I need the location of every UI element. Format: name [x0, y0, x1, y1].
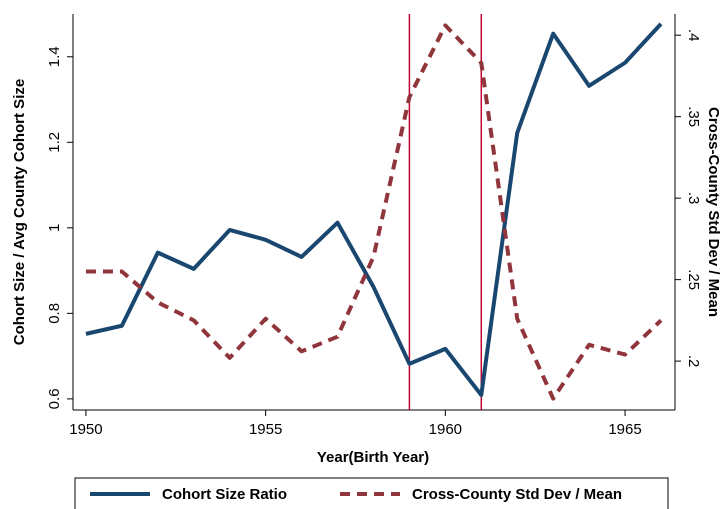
- y-tick-label: 1.2: [46, 132, 63, 153]
- y-tick-label: 0.6: [46, 388, 63, 409]
- x-tick-label: 1960: [429, 421, 462, 438]
- x-tick-label: 1950: [69, 421, 102, 438]
- legend-label: Cross-County Std Dev / Mean: [412, 486, 622, 503]
- y2-axis-label: Cross-County Std Dev / Mean: [705, 107, 722, 317]
- y2-tick-label: .2: [685, 355, 702, 368]
- y-axis-label: Cohort Size / Avg County Cohort Size: [11, 79, 28, 345]
- x-tick-label: 1965: [608, 421, 641, 438]
- x-axis-label: Year(Birth Year): [317, 449, 429, 466]
- y2-tick-label: .25: [685, 269, 702, 290]
- legend-box: [74, 477, 669, 509]
- y-tick-label: 1: [46, 224, 63, 232]
- y2-tick-label: .4: [685, 29, 702, 42]
- y2-tick-label: .35: [685, 106, 702, 127]
- legend-label: Cohort Size Ratio: [162, 486, 287, 503]
- y2-tick-label: .3: [685, 192, 702, 205]
- y-tick-label: 1.4: [46, 46, 63, 67]
- data-line: [85, 23, 663, 401]
- data-line: [85, 22, 663, 398]
- x-tick-label: 1955: [249, 421, 282, 438]
- y-tick-label: 0.8: [46, 303, 63, 324]
